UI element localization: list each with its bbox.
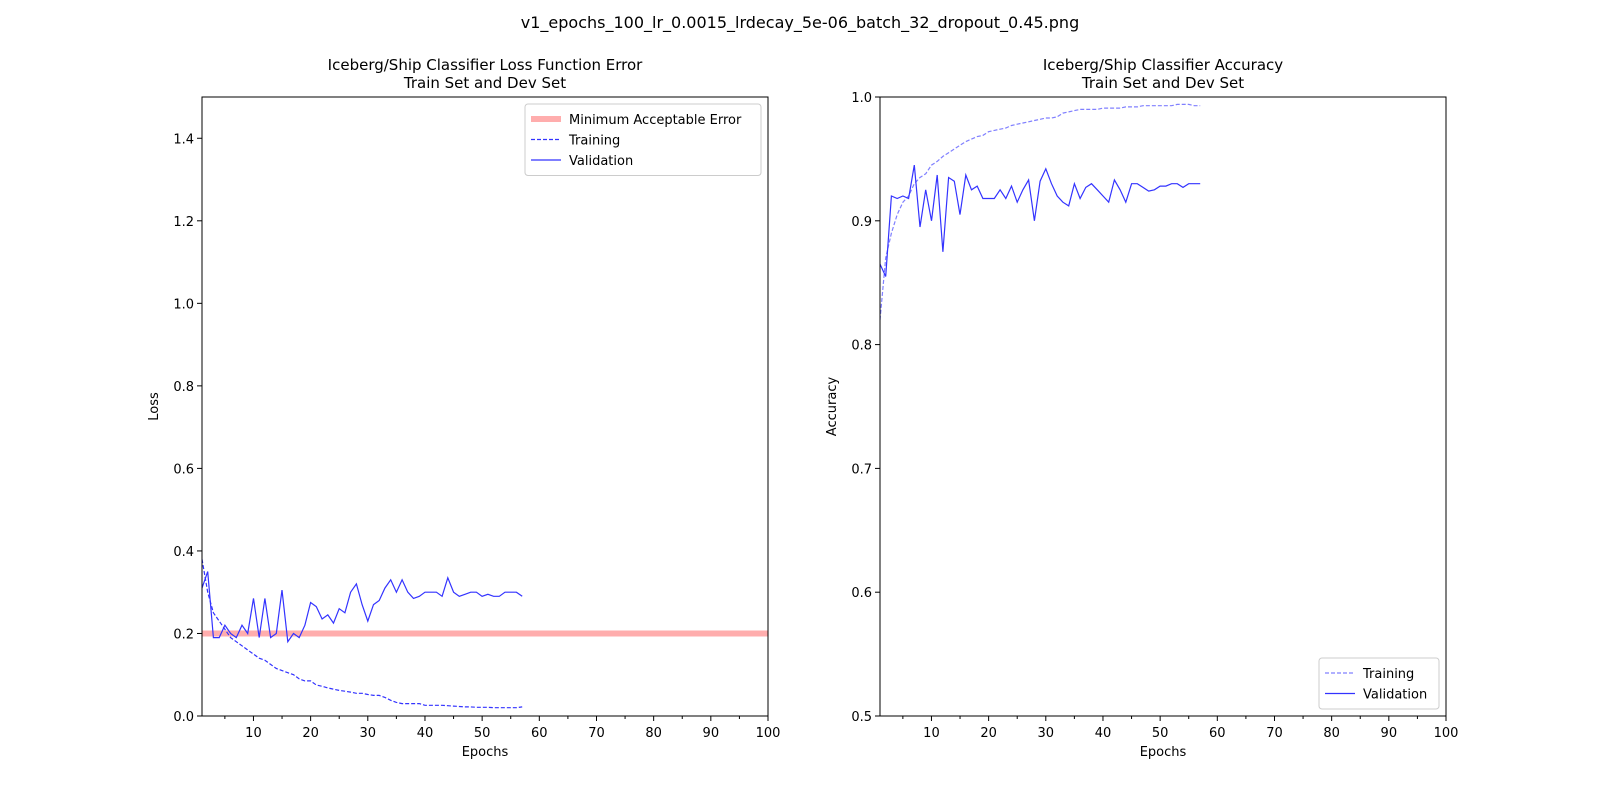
x-tick-label: 30 xyxy=(360,726,377,741)
y-tick-label: 0.4 xyxy=(173,545,194,560)
y-tick-label: 0.6 xyxy=(851,586,872,601)
y-axis-label: Loss xyxy=(147,392,162,421)
x-tick-label: 60 xyxy=(1209,726,1226,741)
legend-label: Training xyxy=(1362,667,1414,682)
x-tick-label: 70 xyxy=(1266,726,1283,741)
y-axis-label: Accuracy xyxy=(825,377,840,437)
series-validation-line xyxy=(202,571,523,644)
legend-label: Minimum Acceptable Error xyxy=(569,113,742,128)
legend-box xyxy=(1318,657,1440,710)
y-tick-label: 0.6 xyxy=(173,462,194,477)
legend: Minimum Acceptable Error Training Validati… xyxy=(524,103,762,176)
y-tick-label: 0.5 xyxy=(851,710,872,725)
y-tick-label: 1.4 xyxy=(173,132,194,147)
x-tick-label: 90 xyxy=(1381,726,1398,741)
x-tick-label: 10 xyxy=(923,726,940,741)
legend-label: Validation xyxy=(1363,688,1427,703)
legend: Training Validation xyxy=(1318,657,1440,710)
series-training-line xyxy=(880,103,1201,320)
x-tick-label: 80 xyxy=(645,726,662,741)
y-tick-label: 1.0 xyxy=(851,91,872,106)
chart-subtitle: Train Set and Dev Set xyxy=(1081,74,1244,92)
y-tick-label: 0.0 xyxy=(173,710,194,725)
x-tick-label: 20 xyxy=(302,726,319,741)
figure-suptitle: v1_epochs_100_lr_0.0015_lrdecay_5e-06_ba… xyxy=(521,13,1079,33)
y-tick-label: 1.2 xyxy=(173,215,194,230)
x-tick-label: 50 xyxy=(474,726,491,741)
x-tick-label: 40 xyxy=(417,726,434,741)
chart-subtitle: Train Set and Dev Set xyxy=(403,74,566,92)
plot-frame xyxy=(879,96,1447,717)
x-tick-label: 90 xyxy=(703,726,720,741)
x-tick-label: 70 xyxy=(588,726,605,741)
x-tick-label: 50 xyxy=(1152,726,1169,741)
x-tick-label: 30 xyxy=(1038,726,1055,741)
x-tick-label: 80 xyxy=(1323,726,1340,741)
chart-title: Iceberg/Ship Classifier Accuracy xyxy=(1043,56,1283,74)
x-axis-label: Epochs xyxy=(462,745,509,760)
plot-frame xyxy=(201,96,769,717)
x-tick-label: 60 xyxy=(531,726,548,741)
legend-box xyxy=(524,103,762,176)
y-tick-label: 0.7 xyxy=(851,462,872,477)
series-validation-line xyxy=(880,164,1201,277)
legend-label: Validation xyxy=(569,154,633,169)
series-training-line xyxy=(202,559,523,709)
x-tick-label: 40 xyxy=(1095,726,1112,741)
x-tick-label: 100 xyxy=(1434,726,1459,741)
loss-chart: Iceberg/Ship Classifier Loss Function Er… xyxy=(147,56,780,760)
y-tick-label: 0.8 xyxy=(173,380,194,395)
legend-label: Training xyxy=(568,134,620,149)
x-tick-label: 20 xyxy=(980,726,997,741)
y-tick-label: 1.0 xyxy=(173,297,194,312)
y-tick-label: 0.9 xyxy=(851,215,872,230)
x-tick-label: 100 xyxy=(756,726,781,741)
x-axis-label: Epochs xyxy=(1140,745,1187,760)
y-tick-label: 0.8 xyxy=(851,339,872,354)
chart-title: Iceberg/Ship Classifier Loss Function Er… xyxy=(328,56,643,74)
y-tick-label: 0.2 xyxy=(173,627,194,642)
x-tick-label: 10 xyxy=(245,726,262,741)
